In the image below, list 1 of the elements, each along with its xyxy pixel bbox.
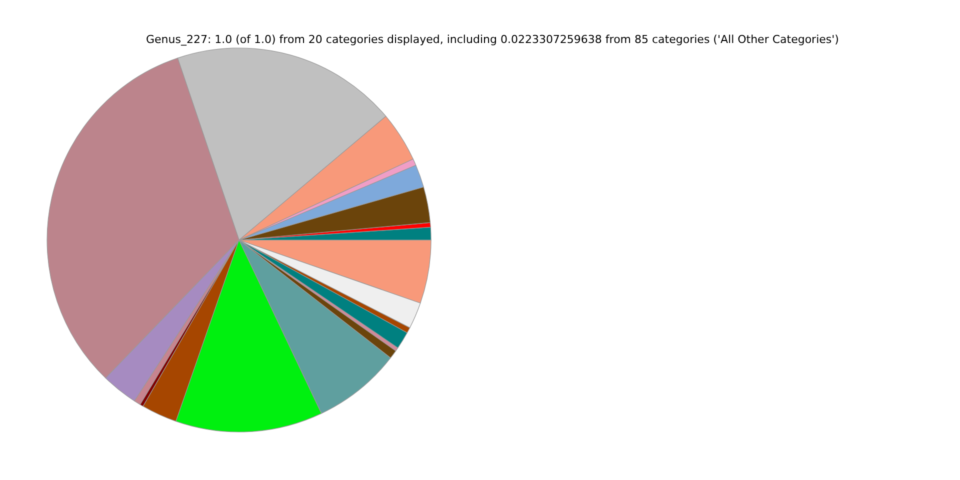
text: Genus_227: 1.0 (of 1.0) from 20 categories displayed, including 0.0223307259638 from 85 categories ('All Other Categories') bbox=[146, 33, 839, 46]
